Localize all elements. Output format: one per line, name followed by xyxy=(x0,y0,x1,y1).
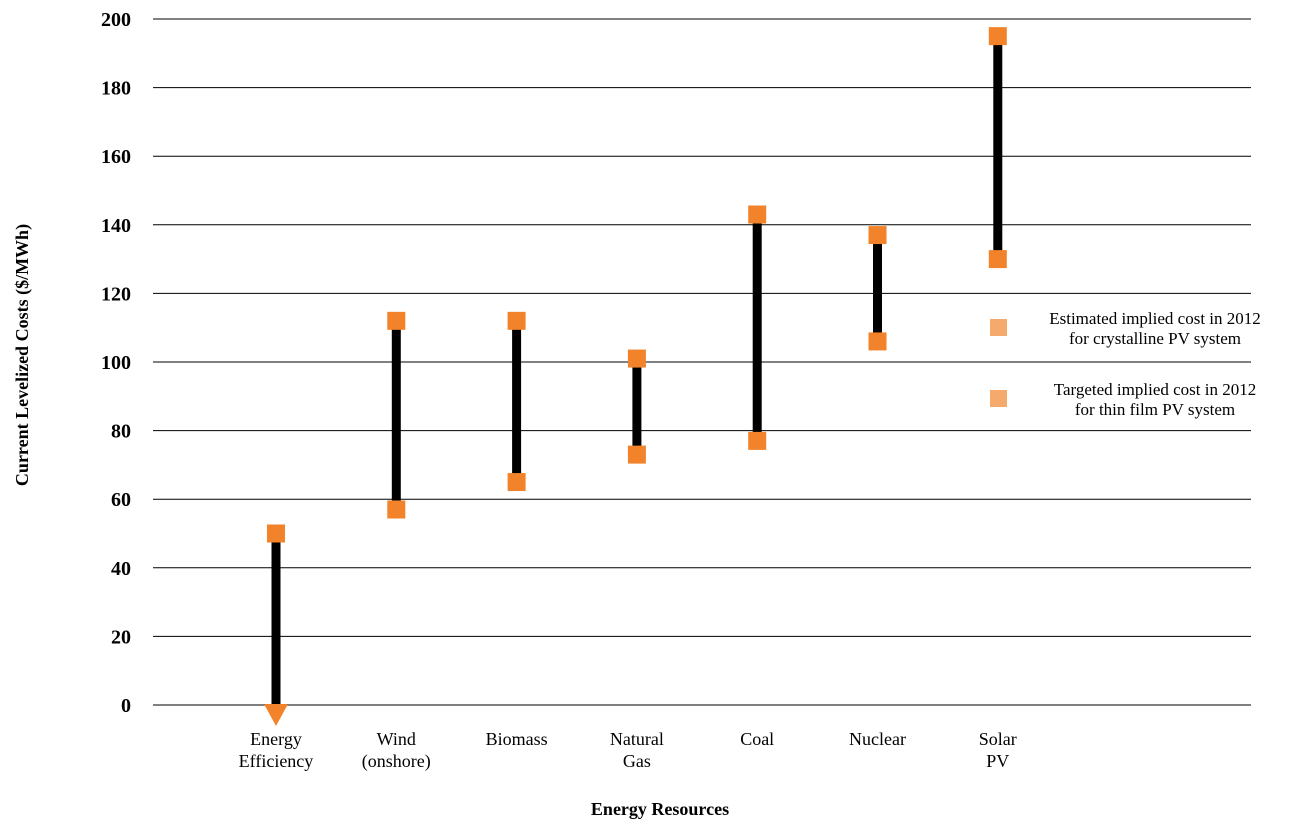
high-marker xyxy=(507,311,526,330)
y-tick-label: 100 xyxy=(101,352,131,374)
y-tick-label: 60 xyxy=(111,489,131,511)
legend: Estimated implied cost in 2012 for crysta… xyxy=(990,309,1261,419)
category-label-line: Biomass xyxy=(486,729,548,749)
category-label: Nuclear xyxy=(849,729,906,749)
low-marker xyxy=(988,250,1007,269)
legend-entry-line: Targeted implied cost in 2012 xyxy=(1054,380,1256,399)
legend-entry-line: Estimated implied cost in 2012 xyxy=(1049,309,1261,328)
y-tick-label: 20 xyxy=(111,626,131,648)
y-axis-title: Current Levelized Costs ($/MWh) xyxy=(12,224,33,486)
y-tick-label: 80 xyxy=(111,421,131,443)
legend-entry-line: for crystalline PV system xyxy=(1069,329,1241,348)
low-marker xyxy=(507,473,526,492)
high-marker xyxy=(868,226,887,245)
low-marker xyxy=(868,332,887,351)
low-arrow-marker xyxy=(264,704,288,726)
legend-entry: Targeted implied cost in 2012 for thin fi… xyxy=(1054,380,1256,419)
high-marker xyxy=(988,27,1007,46)
category-label-line: Wind xyxy=(377,729,416,749)
y-tick-label: 200 xyxy=(101,9,131,31)
category-label: Coal xyxy=(740,729,774,749)
high-marker xyxy=(627,349,646,368)
y-tick-label: 180 xyxy=(101,78,131,100)
y-tick-labels: 0 20 40 60 80 100 120 140 160 180 200 xyxy=(101,9,131,717)
legend-swatch xyxy=(990,390,1007,407)
category-label-line: Gas xyxy=(623,751,651,771)
category-label: Wind (onshore) xyxy=(362,729,431,772)
low-marker xyxy=(387,500,406,519)
low-marker xyxy=(748,431,767,450)
high-marker xyxy=(267,524,285,543)
category-label: Biomass xyxy=(486,729,548,749)
y-tick-label: 40 xyxy=(111,558,131,580)
y-tick-label: 140 xyxy=(101,215,131,237)
category-label-line: (onshore) xyxy=(362,751,431,772)
high-marker xyxy=(748,205,767,224)
category-label-line: PV xyxy=(986,751,1009,771)
legend-entry: Estimated implied cost in 2012 for crysta… xyxy=(1049,309,1261,348)
range-bars xyxy=(271,36,1003,705)
category-label-line: Coal xyxy=(740,729,774,749)
category-label: Natural Gas xyxy=(610,729,664,771)
legend-entry-line: for thin film PV system xyxy=(1075,400,1235,419)
category-label-line: Natural xyxy=(610,729,664,749)
legend-swatch xyxy=(990,319,1007,336)
category-label: Energy Efficiency xyxy=(239,729,314,771)
category-label-line: Energy xyxy=(250,729,302,749)
low-marker xyxy=(627,445,646,464)
high-marker xyxy=(387,311,406,330)
y-tick-label: 160 xyxy=(101,146,131,168)
category-label-line: Efficiency xyxy=(239,751,314,771)
gridlines xyxy=(153,18,1251,706)
y-tick-label: 0 xyxy=(121,695,131,717)
category-label: Solar PV xyxy=(979,729,1017,771)
y-tick-label: 120 xyxy=(101,283,131,305)
category-labels: Energy Efficiency Wind (onshore) Biomass Natu… xyxy=(239,729,1017,772)
range-markers xyxy=(264,27,1007,726)
category-label-line: Solar xyxy=(979,729,1017,749)
category-label-line: Nuclear xyxy=(849,729,906,749)
x-axis-title: Energy Resources xyxy=(591,799,729,819)
